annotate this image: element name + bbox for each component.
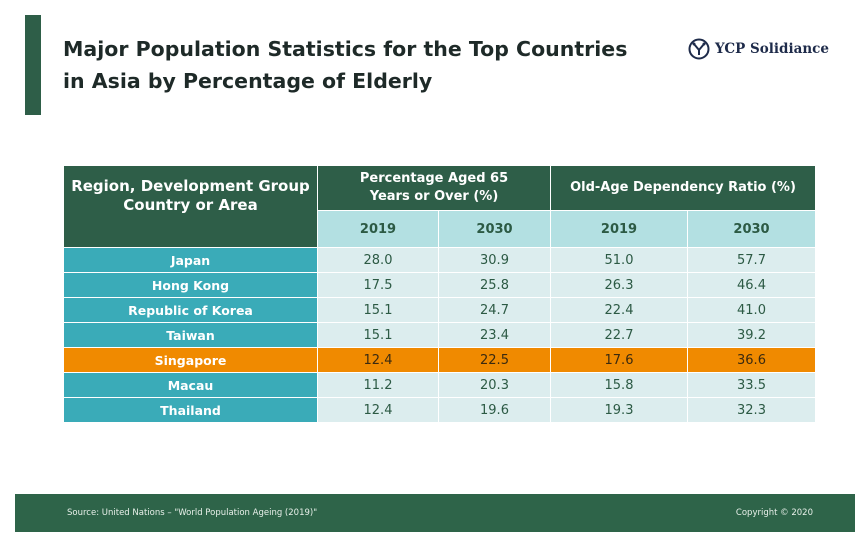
pct-aged-header: Percentage Aged 65 Years or Over (%) bbox=[317, 165, 551, 211]
region-cell: Republic of Korea bbox=[63, 297, 318, 323]
title-line-1: Major Population Statistics for the Top … bbox=[63, 37, 628, 61]
title-line-2: in Asia by Percentage of Elderly bbox=[63, 69, 433, 93]
region-cell: Japan bbox=[63, 247, 318, 273]
table-row: Macau 11.2 20.3 15.8 33.5 bbox=[63, 372, 816, 398]
value-cell: 23.4 bbox=[438, 322, 551, 348]
dependency-ratio-header: Old-Age Dependency Ratio (%) bbox=[550, 165, 816, 211]
table-row: Thailand 12.4 19.6 19.3 32.3 bbox=[63, 397, 816, 423]
region-cell: Macau bbox=[63, 372, 318, 398]
value-cell: 15.1 bbox=[317, 297, 439, 323]
value-cell: 28.0 bbox=[317, 247, 439, 273]
value-cell: 22.7 bbox=[550, 322, 688, 348]
region-cell: Taiwan bbox=[63, 322, 318, 348]
value-cell: 51.0 bbox=[550, 247, 688, 273]
value-cell: 19.3 bbox=[550, 397, 688, 423]
copyright-text: Copyright © 2020 bbox=[735, 508, 813, 518]
value-cell: 12.4 bbox=[317, 347, 439, 373]
value-cell: 41.0 bbox=[687, 297, 816, 323]
value-cell: 22.5 bbox=[438, 347, 551, 373]
value-cell: 19.6 bbox=[438, 397, 551, 423]
table-row: Republic of Korea 15.1 24.7 22.4 41.0 bbox=[63, 297, 816, 323]
value-cell: 11.2 bbox=[317, 372, 439, 398]
year-header: 2030 bbox=[687, 210, 816, 248]
value-cell: 36.6 bbox=[687, 347, 816, 373]
value-cell: 33.5 bbox=[687, 372, 816, 398]
region-header: Region, Development Group Country or Are… bbox=[63, 165, 318, 248]
logo-text: YCP Solidiance bbox=[715, 41, 829, 57]
title-accent-bar bbox=[25, 15, 41, 115]
year-header: 2019 bbox=[550, 210, 688, 248]
value-cell: 57.7 bbox=[687, 247, 816, 273]
value-cell: 39.2 bbox=[687, 322, 816, 348]
value-cell: 25.8 bbox=[438, 272, 551, 298]
table-row: Taiwan 15.1 23.4 22.7 39.2 bbox=[63, 322, 816, 348]
value-cell: 24.7 bbox=[438, 297, 551, 323]
footer: Source: United Nations – "World Populati… bbox=[15, 494, 855, 532]
value-cell: 32.3 bbox=[687, 397, 816, 423]
value-cell: 26.3 bbox=[550, 272, 688, 298]
region-cell: Singapore bbox=[63, 347, 318, 373]
value-cell: 15.8 bbox=[550, 372, 688, 398]
year-header: 2030 bbox=[438, 210, 551, 248]
page-title: Major Population Statistics for the Top … bbox=[63, 33, 627, 97]
region-cell: Hong Kong bbox=[63, 272, 318, 298]
value-cell: 46.4 bbox=[687, 272, 816, 298]
table-row: Hong Kong 17.5 25.8 26.3 46.4 bbox=[63, 272, 816, 298]
region-cell: Thailand bbox=[63, 397, 318, 423]
table-row: Singapore 12.4 22.5 17.6 36.6 bbox=[63, 347, 816, 373]
value-cell: 30.9 bbox=[438, 247, 551, 273]
company-logo: YCP Solidiance bbox=[688, 38, 829, 60]
value-cell: 22.4 bbox=[550, 297, 688, 323]
value-cell: 17.6 bbox=[550, 347, 688, 373]
value-cell: 15.1 bbox=[317, 322, 439, 348]
value-cell: 12.4 bbox=[317, 397, 439, 423]
value-cell: 17.5 bbox=[317, 272, 439, 298]
source-text: Source: United Nations – "World Populati… bbox=[67, 508, 318, 518]
year-header: 2019 bbox=[317, 210, 439, 248]
logo-icon bbox=[688, 38, 710, 60]
value-cell: 20.3 bbox=[438, 372, 551, 398]
population-table: Region, Development Group Country or Are… bbox=[63, 165, 816, 423]
table-row: Japan 28.0 30.9 51.0 57.7 bbox=[63, 247, 816, 273]
